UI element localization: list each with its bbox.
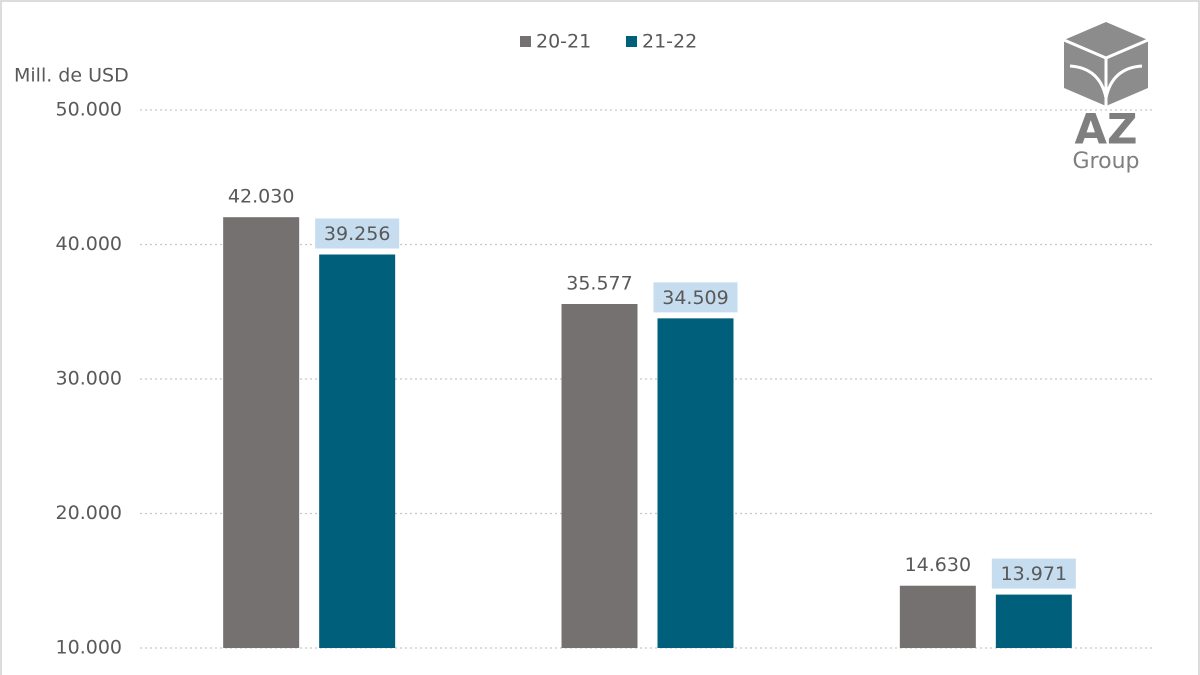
bar: [561, 303, 638, 648]
legend-label: 20-21: [536, 31, 591, 53]
value-label-bg: [991, 558, 1076, 589]
legend-swatch: [520, 36, 531, 47]
y-tick-label: 30.000: [56, 368, 122, 390]
value-label: 39.256: [324, 223, 390, 245]
logo-name: AZ: [1075, 105, 1138, 154]
bar: [657, 318, 734, 648]
bar: [223, 217, 300, 648]
y-tick-label: 10.000: [56, 637, 122, 659]
value-label-bg: [315, 218, 400, 249]
logo-lines: [1063, 38, 1149, 106]
legend-label: 21-22: [642, 31, 697, 53]
value-label: 14.630: [905, 554, 971, 576]
bar: [899, 585, 976, 648]
logo-subname: Group: [1073, 149, 1140, 174]
bar: [319, 254, 396, 648]
logo: AZ Group: [1063, 22, 1149, 174]
value-label: 13.971: [1001, 563, 1067, 585]
y-tick-label: 40.000: [56, 233, 122, 255]
value-label-bg: [653, 282, 738, 313]
y-tick-label: 20.000: [56, 502, 122, 524]
legend-swatch: [626, 36, 637, 47]
value-label: 42.030: [228, 186, 294, 208]
value-label: 35.577: [566, 272, 632, 294]
bar: [995, 594, 1072, 648]
y-axis-label: Mill. de USD: [14, 65, 129, 87]
value-label: 34.509: [662, 287, 728, 309]
y-tick-label: 50.000: [56, 99, 122, 121]
